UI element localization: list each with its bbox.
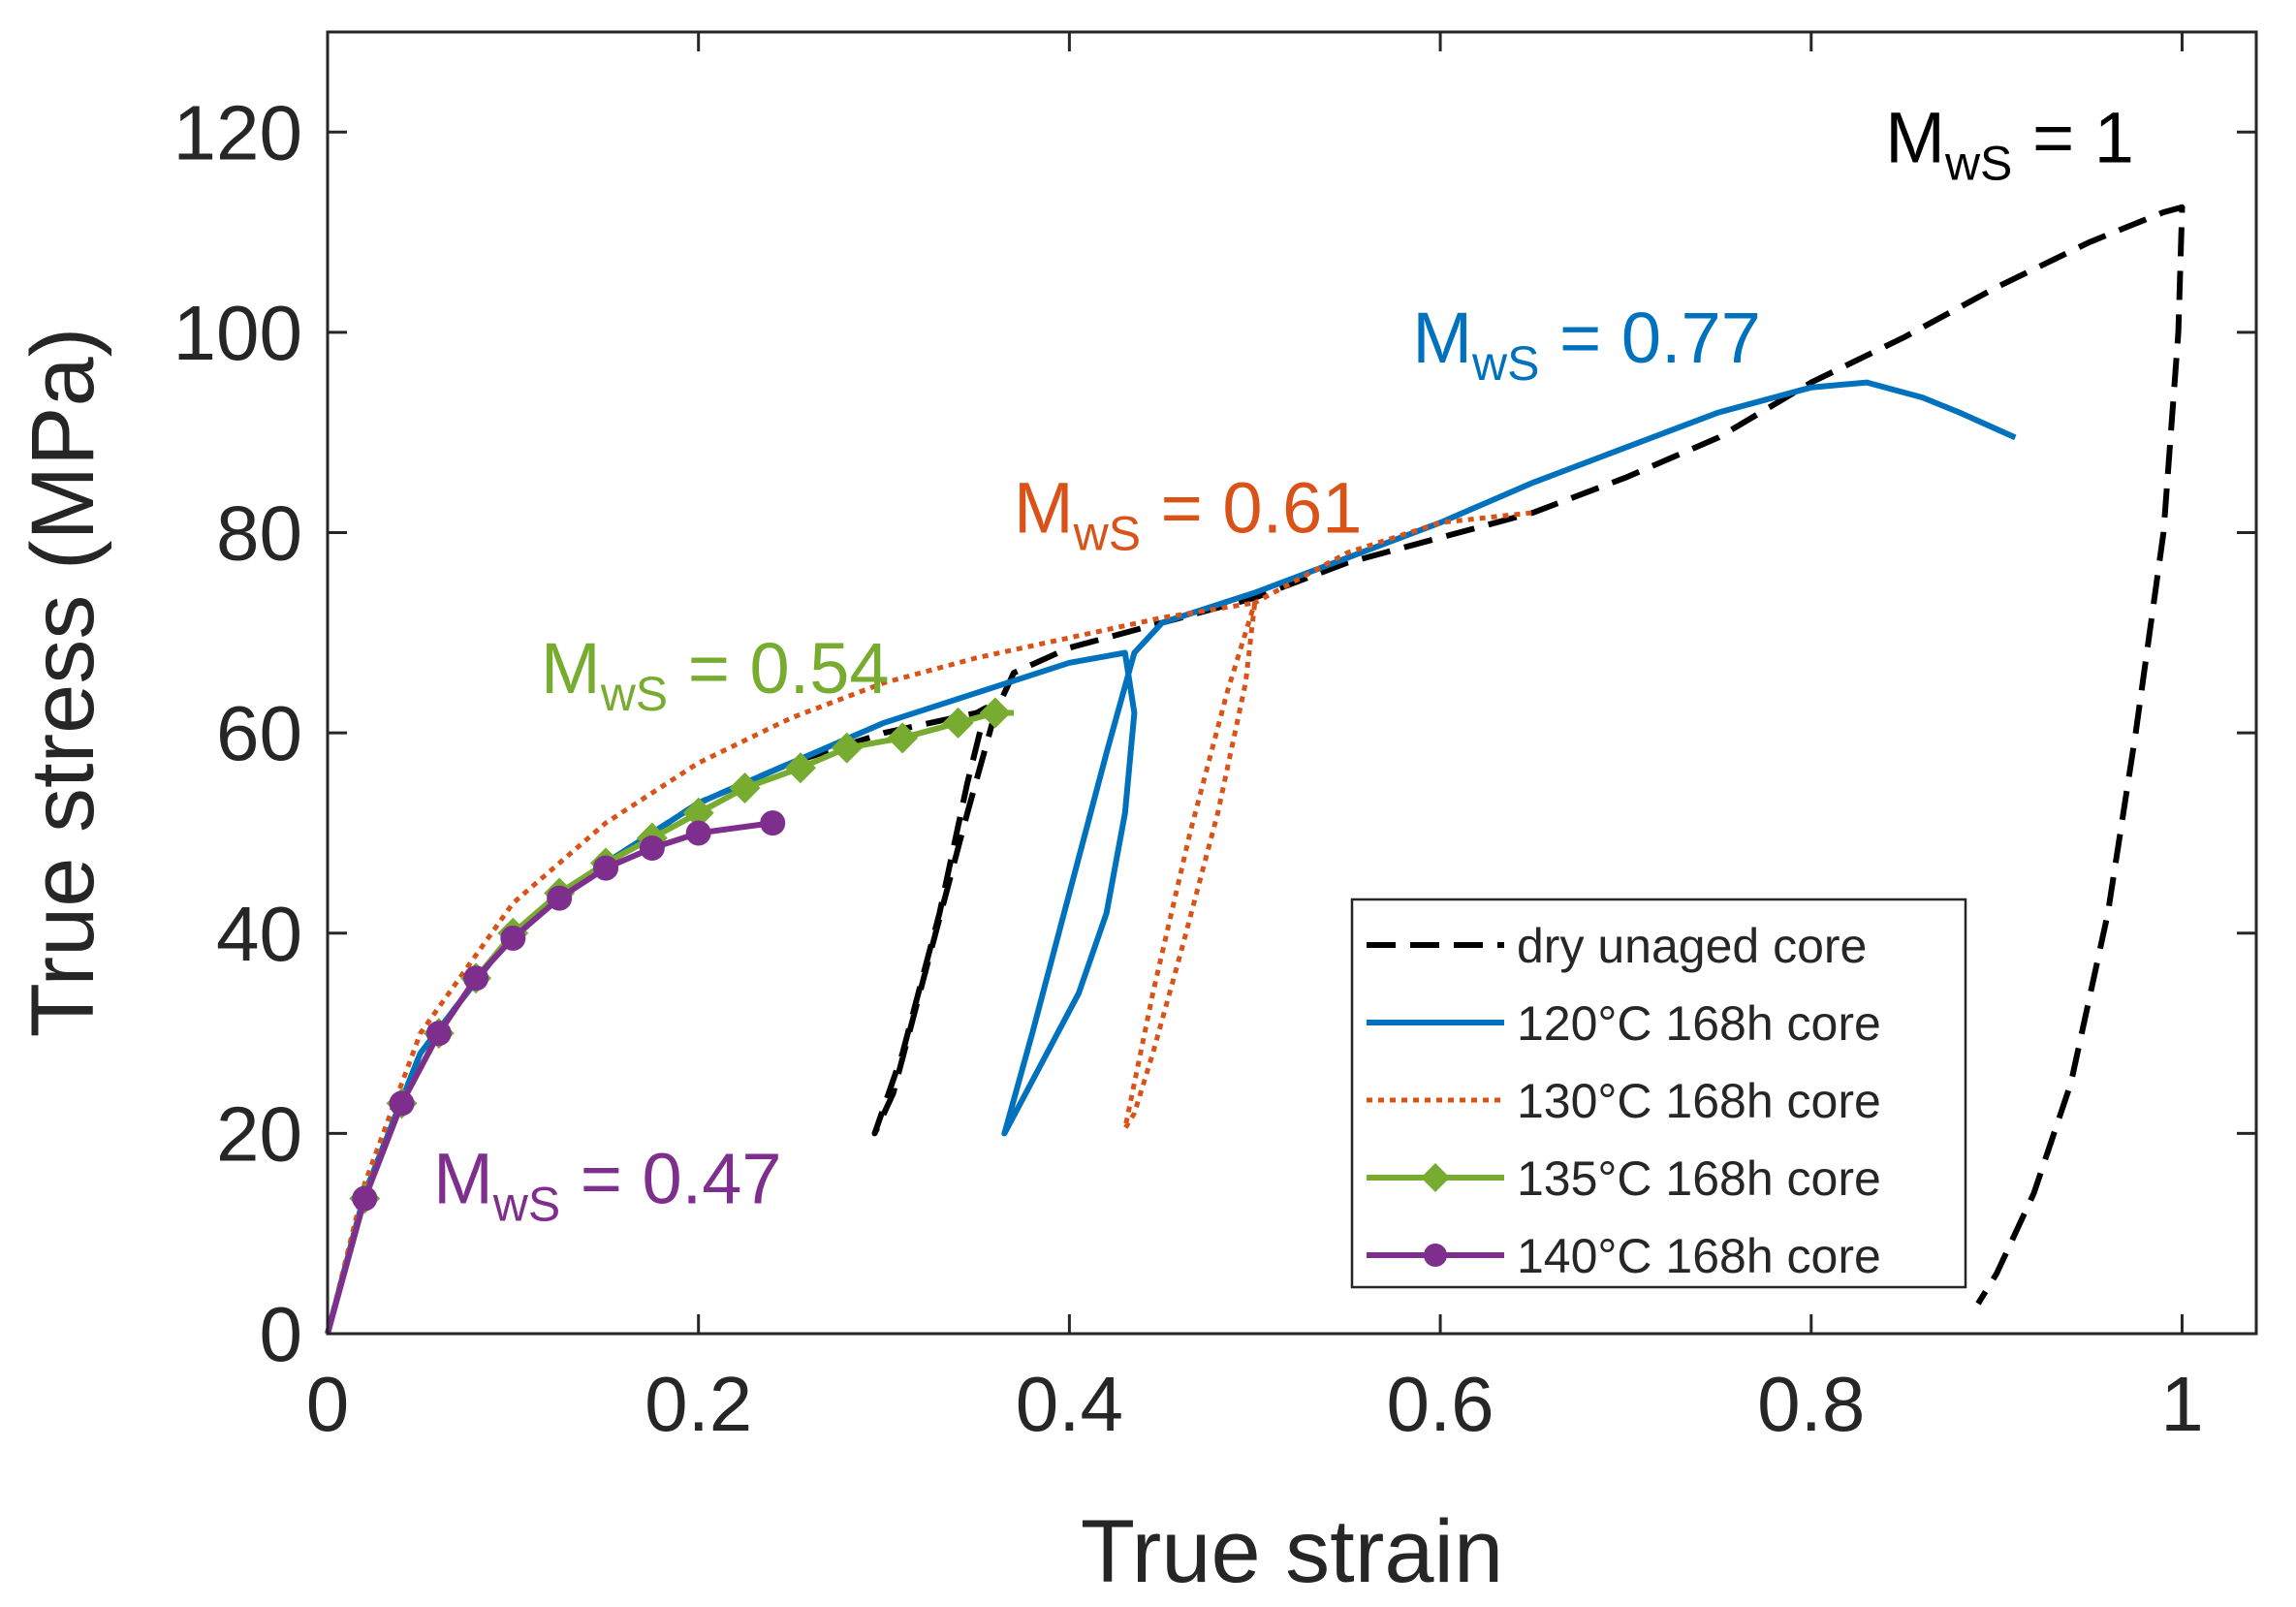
data-point [682,797,714,829]
series-5 [325,810,786,1335]
data-point [389,1090,415,1117]
data-point [979,697,1011,729]
data-point [463,965,489,992]
y-tick-label: 0 [260,1291,303,1377]
ticks-layer: 0 0.2 0.4 0.6 0.8 1 0 20 40 60 80 100 120 [173,32,2256,1447]
legend-label: 140°C 168h core [1517,1229,1881,1283]
legend-box [1350,898,1967,1289]
mws-annotation: MwS = 0.54 [541,628,889,721]
data-point [593,855,619,881]
legend-marker [1421,1163,1450,1192]
mws-annotation: MwS = 0.47 [433,1139,781,1232]
data-point [942,707,974,739]
data-point [887,722,919,754]
mws-annotation: MwS = 1 [1885,97,2134,190]
series-line [325,379,2017,1335]
x-tick-label: 1 [2160,1361,2204,1447]
x-tick-label: 0.8 [1757,1361,1865,1447]
legend-label: 120°C 168h core [1517,996,1881,1051]
legend-entry: 140°C 168h core [1367,1229,1881,1283]
data-point [547,885,573,911]
series-line [325,510,1534,1335]
data-point [784,752,816,784]
x-axis-title: True strain [1081,1502,1503,1601]
y-tick-label: 40 [216,891,302,977]
y-tick-label: 120 [173,89,302,175]
y-tick-label: 20 [216,1090,302,1177]
legend-label: 130°C 168h core [1517,1074,1881,1128]
data-point [685,820,711,846]
mws-annotation: MwS = 0.77 [1412,298,1760,391]
legend: dry unaged core 120°C 168h core 130°C 168h… [1350,898,1967,1289]
y-tick-label: 100 [173,290,302,376]
annotations-layer: MwS = 1 MwS = 0.77 MwS = 0.61 MwS = 0.54 MwS… [433,97,2134,1231]
x-tick-label: 0.2 [645,1361,752,1447]
y-axis-title: True stress (MPa) [14,328,112,1038]
data-point [729,772,761,804]
data-point [425,1021,452,1047]
series-3 [325,510,1534,1335]
legend-entry: dry unaged core [1367,919,1867,973]
x-tick-label: 0.6 [1386,1361,1494,1447]
legend-marker [1424,1244,1447,1267]
data-point [760,810,786,836]
series-2 [325,379,2017,1335]
data-point [639,835,665,861]
series-layer [325,204,2186,1335]
legend-label: 135°C 168h core [1517,1151,1881,1206]
legend-entry: 120°C 168h core [1367,996,1881,1051]
x-tick-label: 0 [306,1361,350,1447]
data-point [500,925,526,951]
legend-label: dry unaged core [1517,919,1867,973]
legend-entry: 130°C 168h core [1367,1074,1881,1128]
legend-entry: 135°C 168h core [1367,1151,1881,1206]
data-point [831,732,863,764]
y-tick-label: 60 [216,690,302,776]
y-tick-label: 80 [216,490,302,577]
mws-annotation: MwS = 0.61 [1014,468,1362,561]
x-tick-label: 0.4 [1016,1361,1123,1447]
data-point [352,1185,378,1212]
